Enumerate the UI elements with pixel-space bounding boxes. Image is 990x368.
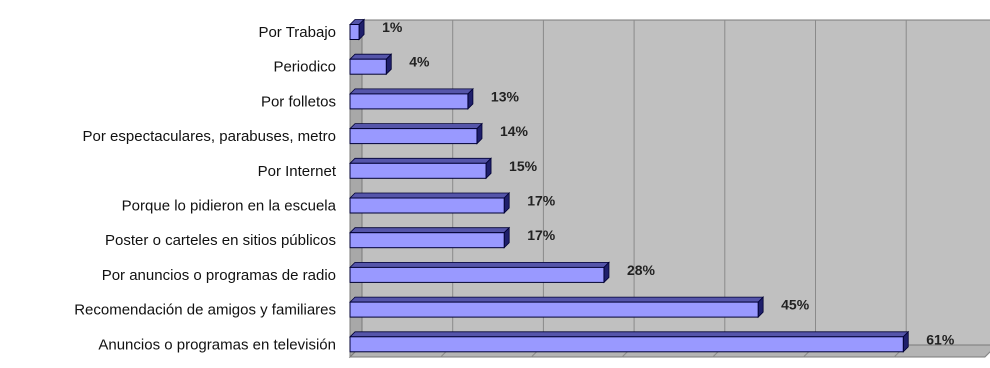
bar-front-face xyxy=(349,266,605,283)
bar xyxy=(349,296,765,319)
bar-top-face xyxy=(349,227,511,234)
category-label: Porque lo pidieron en la escuela xyxy=(122,198,337,215)
category-labels: Por Trabajo Periodico Por folletos Por espe… xyxy=(74,24,337,353)
category-label: Por Internet xyxy=(258,163,337,180)
value-label: 14% xyxy=(500,123,529,139)
value-label: 15% xyxy=(509,158,538,174)
bar-front-face xyxy=(349,336,904,353)
value-label: 17% xyxy=(527,193,556,209)
bar xyxy=(349,157,493,180)
bar xyxy=(349,87,474,110)
bars xyxy=(349,18,910,353)
bar-top-face xyxy=(349,331,910,338)
bar-front-face xyxy=(349,93,469,110)
value-label: 61% xyxy=(926,331,955,347)
category-label: Poster o carteles en sitios públicos xyxy=(105,232,336,249)
bar-front-face xyxy=(349,197,505,214)
bar xyxy=(349,192,511,214)
plot-back-wall xyxy=(361,19,990,346)
category-label: Por folletos xyxy=(261,93,336,110)
category-label: Anuncios o programas en televisión xyxy=(98,336,336,353)
value-label: 17% xyxy=(527,227,556,243)
value-label: 13% xyxy=(491,88,520,104)
category-label: Recomendación de amigos y familiares xyxy=(74,302,336,319)
bar-front-face xyxy=(349,162,487,179)
bar-front-face xyxy=(349,24,360,40)
value-label: 28% xyxy=(627,262,656,278)
bar-top-face xyxy=(349,296,765,303)
category-label: Por anuncios o programas de radio xyxy=(102,267,336,284)
value-labels: 1% 4% 13% 14% 15% 17% 17% 28% 45% 61% xyxy=(382,19,955,347)
value-label: 45% xyxy=(781,297,810,313)
bar-front-face xyxy=(349,58,387,75)
bar xyxy=(349,261,610,284)
bar-top-face xyxy=(349,192,511,199)
bar-front-face xyxy=(349,232,505,249)
bar-front-face xyxy=(349,128,478,145)
bar-top-face xyxy=(349,88,474,95)
bar xyxy=(349,53,393,76)
bar-top-face xyxy=(349,53,393,60)
bar-top-face xyxy=(349,123,483,130)
bar-top-face xyxy=(349,157,493,164)
category-label: Por espectaculares, parabuses, metro xyxy=(83,128,336,145)
bar-front-face xyxy=(349,301,759,318)
bar xyxy=(349,18,366,41)
category-label: Periodico xyxy=(273,59,336,76)
value-label: 1% xyxy=(382,19,403,35)
bar-top-face xyxy=(349,261,610,268)
gridline-floor xyxy=(984,351,990,358)
category-label: Por Trabajo xyxy=(258,24,336,41)
bar xyxy=(349,330,910,353)
bar xyxy=(349,122,483,145)
value-label: 4% xyxy=(409,54,430,70)
bar xyxy=(349,226,511,249)
